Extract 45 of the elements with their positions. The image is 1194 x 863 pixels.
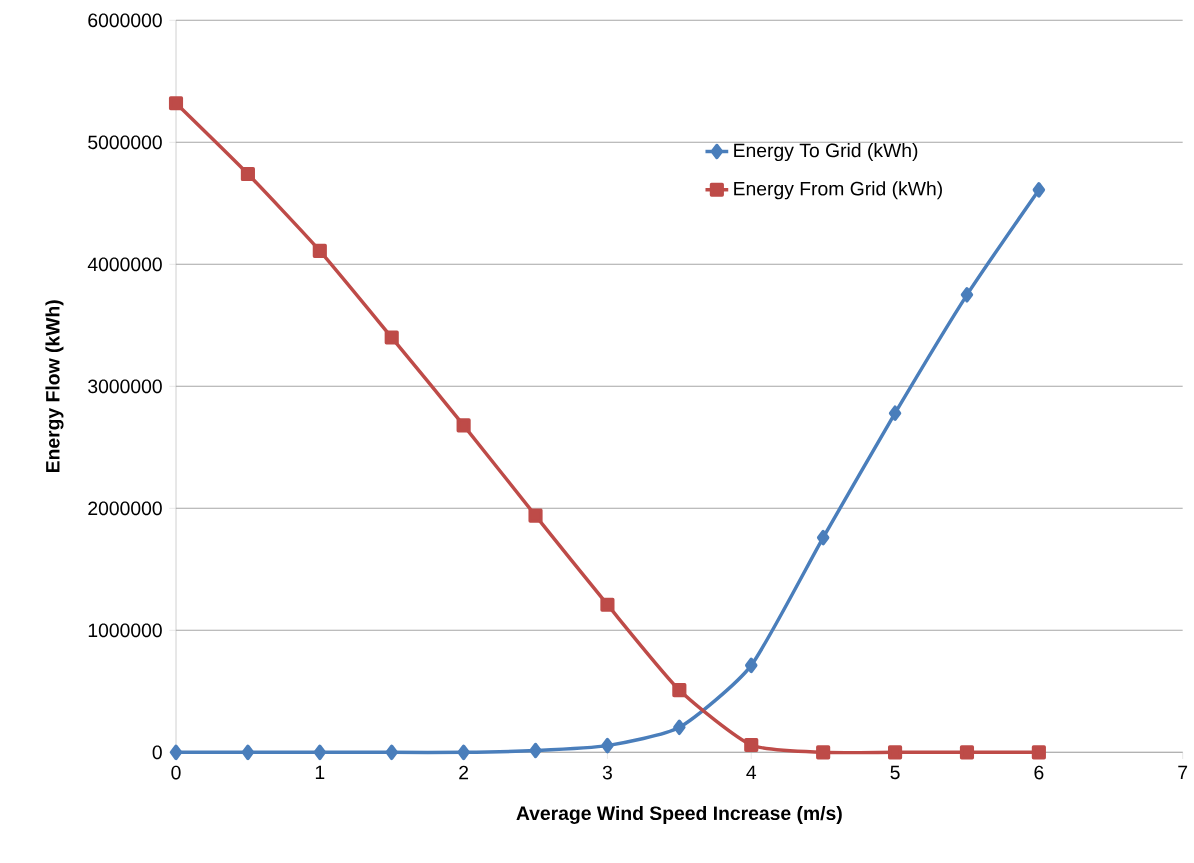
point xyxy=(1032,182,1046,198)
x-tick-label: 1 xyxy=(315,765,325,780)
point xyxy=(816,529,830,546)
x-tick-label: 4 xyxy=(746,765,757,780)
legend-label: Energy From Grid (kWh) xyxy=(734,181,942,200)
point xyxy=(241,744,255,761)
point xyxy=(384,330,399,345)
x-tick-label: 0 xyxy=(171,765,181,780)
point xyxy=(385,744,398,761)
x-tick-label: 2 xyxy=(459,765,469,780)
x-tick-label: 7 xyxy=(1178,765,1188,780)
point xyxy=(745,657,758,674)
legend-label: Energy To Grid (kWh) xyxy=(734,143,918,162)
point xyxy=(457,744,470,761)
point xyxy=(312,243,327,258)
point xyxy=(672,683,687,698)
point xyxy=(601,737,614,754)
point xyxy=(887,745,903,760)
point xyxy=(816,745,831,760)
y-tick-label: 6000000 xyxy=(88,13,162,28)
point xyxy=(960,287,974,303)
y-axis-title: Energy Flow (kWh) xyxy=(45,300,64,473)
point xyxy=(888,405,902,421)
point xyxy=(169,744,183,761)
y-tick-label: 2000000 xyxy=(88,501,162,516)
point xyxy=(600,597,615,612)
x-tick-label: 3 xyxy=(602,765,612,780)
y-tick-label: 0 xyxy=(152,745,162,760)
x-axis-title: Average Wind Speed Increase (m/s) xyxy=(516,805,842,824)
point xyxy=(1031,745,1046,760)
point xyxy=(240,166,255,182)
y-tick-label: 5000000 xyxy=(88,135,162,150)
y-tick-label: 3000000 xyxy=(88,379,162,394)
x-tick-label: 5 xyxy=(890,765,900,780)
point xyxy=(528,508,543,523)
x-tick-label: 6 xyxy=(1034,765,1044,780)
point xyxy=(673,719,686,736)
point xyxy=(959,745,975,760)
point xyxy=(529,742,542,759)
point xyxy=(456,418,471,433)
point xyxy=(168,96,184,111)
point xyxy=(744,737,759,753)
y-tick-label: 4000000 xyxy=(87,257,162,272)
point xyxy=(313,744,327,761)
y-tick-label: 1000000 xyxy=(88,623,162,638)
